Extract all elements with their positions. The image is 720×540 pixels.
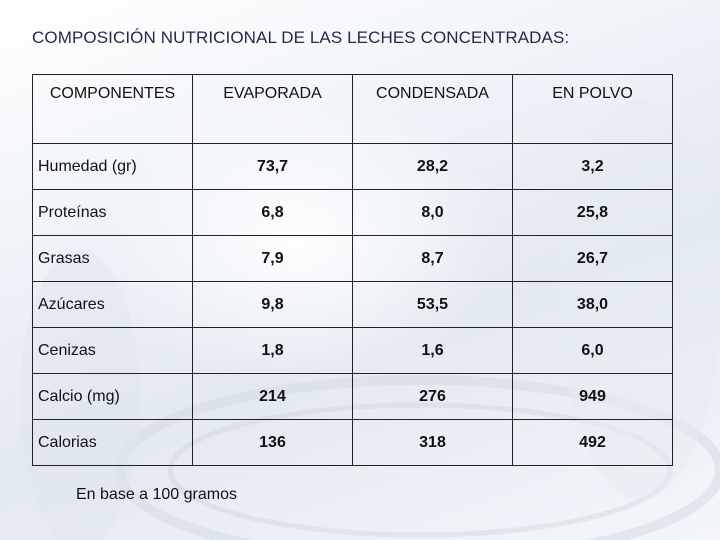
table-row: Proteínas 6,8 8,0 25,8 [32, 189, 673, 236]
cell-condensada: 53,5 [352, 281, 513, 328]
cell-evaporada: 1,8 [192, 327, 353, 374]
row-label: Grasas [32, 235, 193, 282]
page-title: COMPOSICIÓN NUTRICIONAL DE LAS LECHES CO… [32, 28, 570, 47]
footnote: En base a 100 gramos [76, 486, 237, 503]
table-row: Calcio (mg) 214 276 949 [32, 373, 673, 420]
row-label: Humedad (gr) [32, 143, 193, 190]
header-componentes: COMPONENTES [32, 74, 193, 144]
cell-condensada: 1,6 [352, 327, 513, 374]
header-en-polvo: EN POLVO [512, 74, 673, 144]
cell-en-polvo: 3,2 [512, 143, 673, 190]
table-row: Azúcares 9,8 53,5 38,0 [32, 281, 673, 328]
cell-evaporada: 7,9 [192, 235, 353, 282]
table-row: Cenizas 1,8 1,6 6,0 [32, 327, 673, 374]
cell-condensada: 28,2 [352, 143, 513, 190]
cell-en-polvo: 25,8 [512, 189, 673, 236]
cell-en-polvo: 492 [512, 419, 673, 466]
row-label: Proteínas [32, 189, 193, 236]
cell-evaporada: 136 [192, 419, 353, 466]
row-label: Calorias [32, 419, 193, 466]
cell-evaporada: 6,8 [192, 189, 353, 236]
header-evaporada: EVAPORADA [192, 74, 353, 144]
header-condensada: CONDENSADA [352, 74, 513, 144]
table-row: Calorias 136 318 492 [32, 419, 673, 466]
table-header-row: COMPONENTES EVAPORADA CONDENSADA EN POLV… [32, 74, 673, 144]
row-label: Azúcares [32, 281, 193, 328]
cell-en-polvo: 38,0 [512, 281, 673, 328]
cell-en-polvo: 6,0 [512, 327, 673, 374]
row-label: Calcio (mg) [32, 373, 193, 420]
cell-condensada: 8,7 [352, 235, 513, 282]
cell-en-polvo: 949 [512, 373, 673, 420]
table-row: Grasas 7,9 8,7 26,7 [32, 235, 673, 282]
table-row: Humedad (gr) 73,7 28,2 3,2 [32, 143, 673, 190]
row-label: Cenizas [32, 327, 193, 374]
cell-evaporada: 214 [192, 373, 353, 420]
nutrition-table: COMPONENTES EVAPORADA CONDENSADA EN POLV… [32, 74, 673, 466]
cell-evaporada: 9,8 [192, 281, 353, 328]
cell-en-polvo: 26,7 [512, 235, 673, 282]
cell-evaporada: 73,7 [192, 143, 353, 190]
cell-condensada: 318 [352, 419, 513, 466]
cell-condensada: 276 [352, 373, 513, 420]
cell-condensada: 8,0 [352, 189, 513, 236]
